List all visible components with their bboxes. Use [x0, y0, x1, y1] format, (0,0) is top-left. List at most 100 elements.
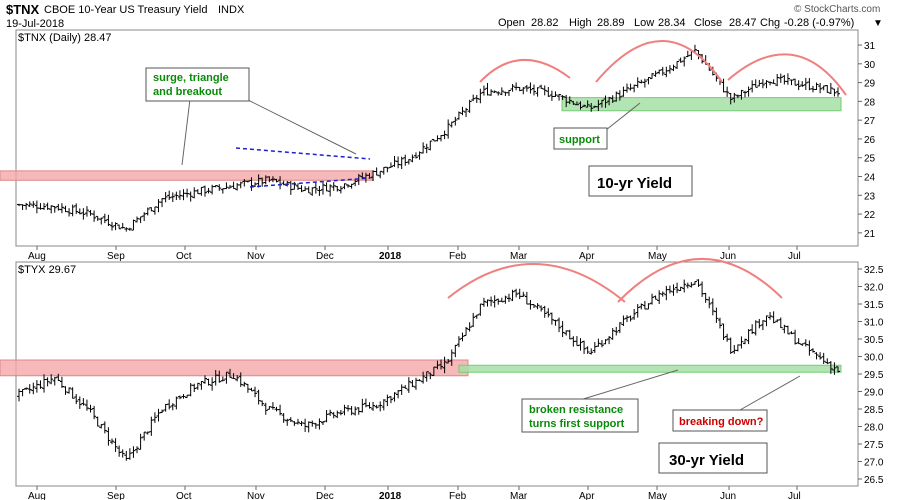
ohlc-bar: [131, 219, 136, 231]
ohlc-bar: [135, 446, 140, 454]
ohlc-bar: [417, 379, 422, 382]
ohlc-bar: [660, 291, 665, 297]
ohlc-bar: [388, 396, 393, 404]
ohlc-bar: [95, 416, 100, 427]
chg-dropdown-icon[interactable]: ▼: [873, 18, 883, 29]
y-tick-label: 31.5: [864, 300, 884, 311]
ohlc-bar: [800, 81, 805, 87]
ohlc-bar: [74, 203, 79, 214]
label-10yr-text: 10-yr Yield: [597, 175, 672, 192]
ohlc-bar: [717, 317, 722, 329]
ohlc-bar: [818, 82, 823, 94]
ohlc-bar: [174, 191, 179, 201]
ohlc-bar: [77, 396, 82, 409]
ohlc-bar: [317, 185, 322, 196]
ohlc-bar: [106, 427, 111, 446]
ohlc-bar: [464, 107, 469, 117]
ohlc-bar: [624, 83, 629, 93]
ohlc-bar: [63, 386, 68, 395]
callout-broken-resistance: broken resistance turns first support: [521, 369, 679, 433]
chg-label: Chg: [760, 17, 780, 29]
ohlc-bar: [578, 338, 583, 351]
ohlc-bar: [632, 308, 637, 320]
ohlc-bar: [578, 101, 583, 110]
ohlc-bar: [682, 56, 687, 67]
ohlc-bar: [413, 152, 418, 159]
y-tick-label: 30: [864, 60, 876, 71]
ohlc-bar: [650, 73, 655, 80]
ohlc-bar: [746, 86, 751, 97]
date-label: 19-Jul-2018: [6, 18, 64, 30]
ohlc-bar: [206, 378, 211, 386]
ohlc-bar: [821, 352, 826, 365]
ohlc-bar: [489, 89, 494, 96]
ohlc-bar: [160, 409, 165, 414]
ohlc-bar: [424, 371, 429, 382]
ohlc-bar: [646, 77, 651, 85]
watermark: © StockCharts.com: [794, 4, 880, 15]
ohlc-bar: [342, 404, 347, 416]
x-tick-label: 2018: [379, 251, 402, 262]
x-tick-label: Jun: [720, 491, 736, 500]
x-tick-label: Oct: [176, 491, 192, 500]
ohlc-bar: [660, 66, 665, 76]
ohlc-bar: [267, 406, 272, 410]
ohlc-bar: [20, 388, 25, 397]
ohlc-bar: [764, 80, 769, 89]
ohlc-bar: [127, 227, 132, 231]
x-tick-label: Feb: [449, 251, 467, 262]
close-value: 28.47: [729, 17, 757, 29]
x-tick-label: 2018: [379, 491, 402, 500]
ohlc-bar: [263, 402, 268, 415]
ohlc-bar: [746, 329, 751, 345]
chg-value: -0.28 (-0.97%): [784, 17, 854, 29]
ohlc-bar: [138, 216, 143, 224]
ohlc-bar: [399, 156, 404, 170]
ohlc-bar: [603, 339, 608, 345]
ohlc-bar: [614, 326, 619, 336]
x-tick-label: Oct: [176, 251, 192, 262]
ohlc-bar: [793, 78, 798, 86]
y-tick-label: 29: [864, 79, 876, 90]
ohlc-bar: [589, 102, 594, 112]
x-tick-label: Sep: [107, 251, 125, 262]
ohlc-bar: [653, 70, 658, 77]
ohlc-bar: [113, 222, 118, 231]
ohlc-bar: [539, 84, 544, 89]
callout-breaking-down: breaking down?: [672, 375, 801, 432]
ohlc-bar: [374, 404, 379, 409]
resistance-zone: [0, 170, 373, 181]
ohlc-bar: [138, 433, 143, 450]
ohlc-bar: [728, 337, 733, 354]
ohlc-bar: [195, 382, 200, 390]
ohlc-bar: [106, 214, 111, 227]
ohlc-bar: [288, 417, 293, 422]
ohlc-bar: [542, 85, 547, 96]
ohlc-bar: [467, 322, 472, 332]
y-tick-label: 22: [864, 210, 876, 221]
y-tick-label: 24: [864, 173, 876, 184]
ohlc-bar: [478, 88, 483, 104]
ohlc-bar: [224, 371, 229, 384]
ohlc-bar: [653, 295, 658, 300]
ohlc-bar: [202, 375, 207, 384]
ohlc-bar: [836, 366, 840, 373]
ohlc-bar: [310, 420, 315, 427]
ohlc-bar: [768, 81, 773, 86]
ohlc-bar: [142, 431, 147, 441]
ohlc-bar: [574, 101, 579, 106]
top-panel-title: $TNX (Daily) 28.47: [18, 32, 112, 44]
ohlc-bar: [825, 85, 830, 93]
ohlc-bar: [456, 336, 461, 348]
callout-surge-line2: and breakout: [153, 86, 222, 98]
ohlc-bar: [818, 352, 823, 360]
x-tick-label: Dec: [316, 491, 334, 500]
y-tick-label: 26: [864, 135, 876, 146]
ohlc-bar: [170, 192, 175, 203]
ohlc-bar: [532, 84, 537, 96]
y-tick-label: 29.5: [864, 370, 884, 381]
y-tick-label: 27.0: [864, 458, 884, 469]
ohlc-bar: [785, 73, 790, 85]
ohlc-bar: [535, 303, 540, 310]
ohlc-bar: [59, 203, 64, 214]
